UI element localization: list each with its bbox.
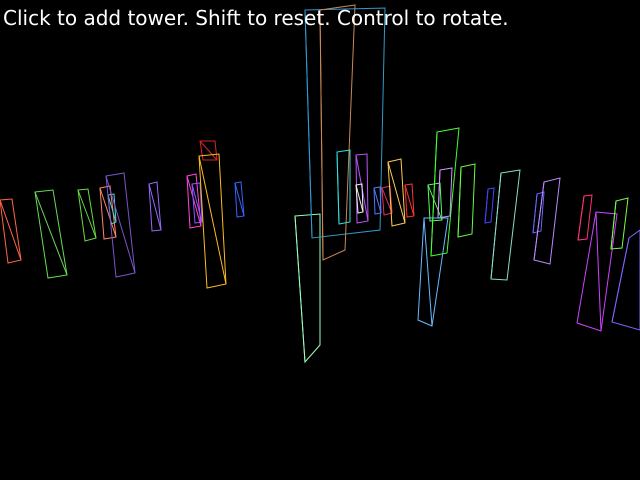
- tower-14: [304, 7, 386, 239]
- tower-outline: [533, 177, 561, 265]
- tower-30: [532, 191, 545, 234]
- tower-29: [490, 169, 521, 281]
- tower-edge: [107, 194, 117, 223]
- tower-11: [198, 153, 227, 289]
- tower-edge: [423, 217, 433, 327]
- tower-9: [191, 182, 203, 224]
- tower-18: [355, 183, 364, 214]
- tower-34: [610, 197, 629, 250]
- tower-edge: [319, 9, 324, 261]
- tower-edge: [99, 187, 117, 238]
- tower-32: [577, 194, 593, 241]
- tower-21: [387, 158, 406, 227]
- tower-edge: [198, 155, 227, 285]
- tower-2: [34, 189, 68, 279]
- tower-31: [533, 177, 561, 265]
- tower-edge: [430, 131, 438, 257]
- tower-edge: [577, 195, 585, 241]
- tower-outline: [304, 7, 386, 239]
- tower-1: [0, 198, 22, 264]
- tower-7: [148, 181, 162, 232]
- tower-edge: [0, 199, 22, 261]
- tower-edge: [610, 200, 617, 250]
- tower-edge: [355, 184, 364, 213]
- tower-edge: [404, 184, 415, 217]
- tower-edge: [532, 193, 538, 234]
- tower-edge: [533, 181, 545, 261]
- tower-16: [336, 149, 351, 225]
- tower-8: [186, 173, 202, 229]
- tower-edge: [148, 183, 162, 231]
- tower-outline: [577, 194, 593, 241]
- tower-edge: [34, 191, 68, 276]
- tower-outline: [490, 169, 521, 281]
- tower-35: [611, 229, 640, 331]
- instructions-text: Click to add tower. Shift to reset. Cont…: [3, 6, 509, 30]
- tower-3: [77, 188, 97, 242]
- tower-edge: [105, 175, 136, 274]
- tower-15: [319, 4, 356, 261]
- tower-26: [457, 163, 476, 238]
- tower-10: [199, 140, 218, 161]
- tower-edge: [437, 169, 441, 219]
- tower-22: [404, 183, 415, 218]
- tower-edge: [381, 187, 393, 214]
- tower-20: [381, 185, 393, 216]
- tower-23: [427, 182, 443, 222]
- tower-edge: [77, 189, 97, 239]
- tower-edge: [234, 182, 245, 217]
- tower-edge: [294, 215, 306, 363]
- tower-33: [576, 211, 618, 332]
- tower-outline: [611, 229, 640, 331]
- tower-13: [294, 213, 321, 364]
- tower-19: [373, 186, 382, 215]
- tower-edge: [490, 172, 502, 280]
- tower-edge: [611, 237, 630, 323]
- tower-edge: [457, 166, 462, 238]
- tower-edge: [484, 188, 489, 224]
- tower-24: [430, 127, 460, 257]
- tower-edge: [336, 151, 340, 225]
- tower-edge: [427, 184, 443, 221]
- tower-12: [234, 181, 245, 218]
- tower-28: [484, 187, 495, 224]
- tower-outline: [417, 217, 449, 327]
- tower-25: [437, 167, 453, 219]
- tower-27: [417, 217, 449, 327]
- tower-edge: [304, 9, 313, 239]
- tower-edge: [199, 140, 218, 161]
- tower-edge: [373, 187, 382, 214]
- tower-edge: [387, 161, 406, 224]
- tower-outline: [294, 213, 321, 364]
- tower-edge: [595, 211, 602, 332]
- tower-edge: [186, 175, 202, 227]
- tower-6: [105, 172, 136, 278]
- tower-edge: [191, 183, 203, 223]
